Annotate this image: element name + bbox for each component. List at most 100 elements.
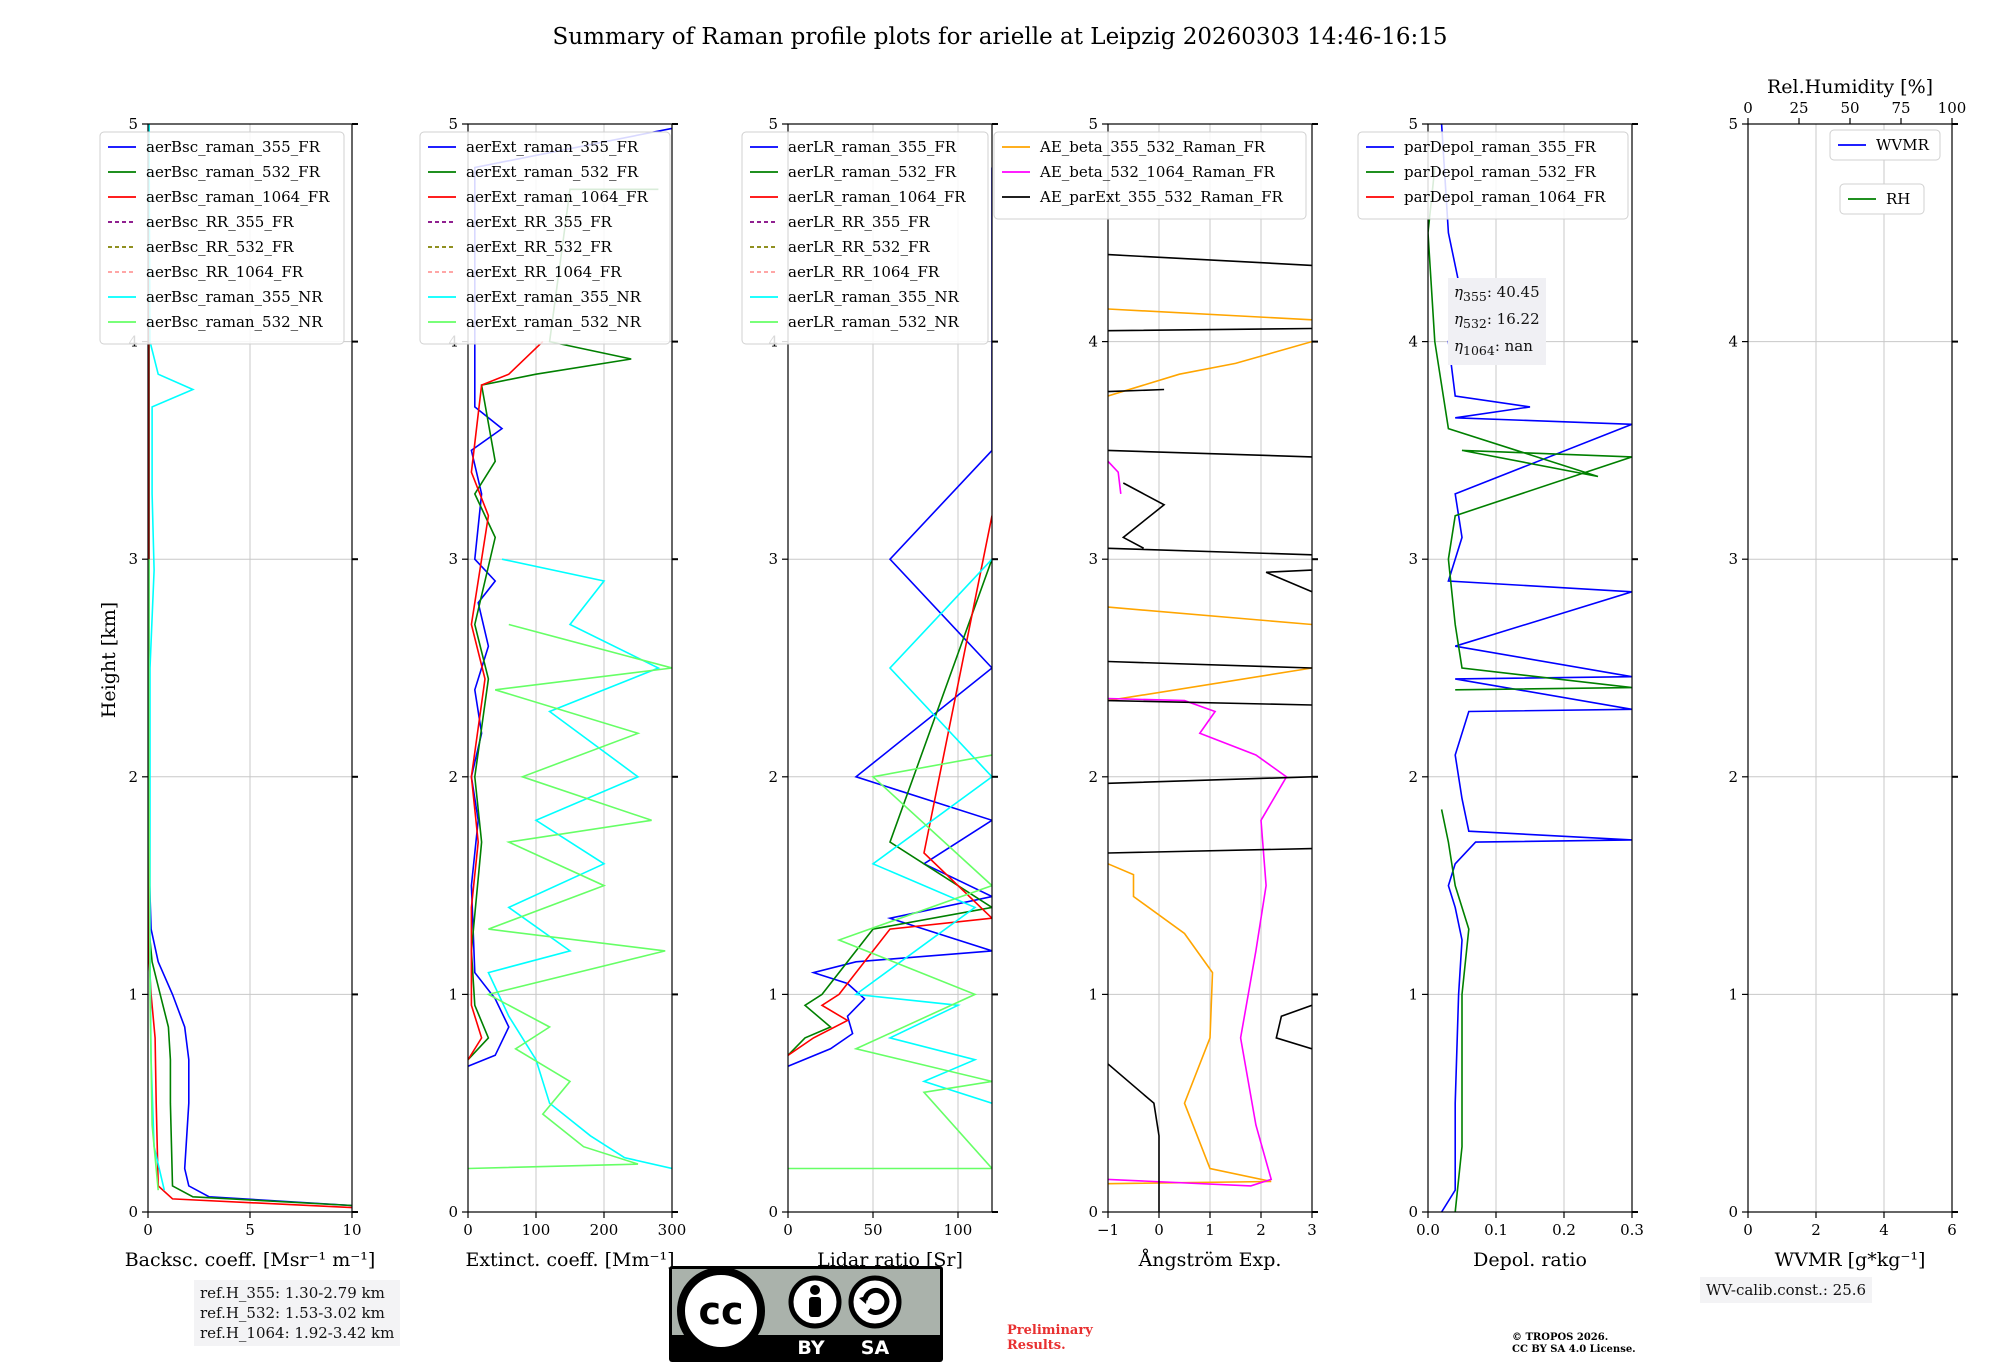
legend-entry: aerLR_RR_1064_FR — [788, 263, 940, 281]
top-tick-label: 75 — [1891, 99, 1910, 117]
legend-entry: AE_beta_532_1064_Raman_FR — [1039, 163, 1275, 181]
y-tick-label: 4 — [1408, 333, 1418, 351]
y-tick-label: 1 — [768, 985, 778, 1003]
x-tick-label: 0 — [463, 1221, 473, 1239]
panel-5: 0.0 0.1 0.2 0.3 0 1 2 3 4 5 Depol. ratio parDepol_r… — [1357, 115, 1644, 1271]
y-tick-label: 1 — [128, 985, 138, 1003]
x-tick-label: 0 — [1743, 1221, 1753, 1239]
y-tick-label: 4 — [1728, 333, 1738, 351]
y-tick-label: 3 — [768, 550, 778, 568]
y-tick-label: 2 — [128, 768, 138, 786]
y-tick-label: 0 — [128, 1203, 138, 1221]
legend-entry: aerLR_raman_355_FR — [788, 138, 957, 156]
ref-height-532: ref.H_532: 1.53-3.02 km — [200, 1304, 385, 1322]
svg-text:cc: cc — [698, 1289, 743, 1333]
legend-entry: aerBsc_raman_532_FR — [146, 163, 321, 181]
x-axis-label: Lidar ratio [Sr] — [817, 1249, 963, 1271]
top-tick-label: 0 — [1743, 99, 1753, 117]
x-tick-label: 0.3 — [1620, 1221, 1644, 1239]
y-tick-label: 5 — [128, 115, 138, 133]
legend-entry: aerLR_raman_532_NR — [788, 313, 959, 331]
axes-frame — [1747, 123, 1953, 1213]
series-AE_beta_355_532_Raman_FR — [1108, 308, 1312, 1185]
ref-height-355: ref.H_355: 1.30-2.79 km — [200, 1284, 385, 1302]
legend-entry: aerLR_RR_532_FR — [788, 238, 930, 256]
x-tick-label: 4 — [1879, 1221, 1889, 1239]
top-axis-label: Rel.Humidity [%] — [1767, 76, 1933, 98]
x-tick-label: 0 — [143, 1221, 153, 1239]
panel-6: 0 2 4 6 0 1 2 3 4 5 WVMR [g*kg⁻¹] 0 25 50 75 100 Rel.Hum… — [1728, 76, 1966, 1271]
y-tick-label: 5 — [1088, 115, 1098, 133]
series-aerLR_raman_355_NR — [853, 558, 992, 1104]
legend-entry: WVMR — [1876, 136, 1930, 154]
legend-entry: aerLR_RR_355_FR — [788, 213, 930, 231]
legend-entry: parDepol_raman_532_FR — [1404, 163, 1597, 181]
series-aerExt_raman_532_NR — [468, 623, 672, 1170]
eta-1064: η1064: nan — [1454, 337, 1533, 358]
legend-entry: aerExt_raman_1064_FR — [466, 188, 648, 206]
top-tick-label: 50 — [1840, 99, 1859, 117]
legend: AE_beta_355_532_Raman_FR AE_beta_532_1064… — [993, 131, 1307, 220]
y-tick-label: 0 — [768, 1203, 778, 1221]
panels: 0510012345Backsc. coeff. [Msr⁻¹ m⁻¹]aerB… — [99, 76, 1966, 1271]
x-axis-label: Depol. ratio — [1473, 1249, 1587, 1271]
series-aerLR_raman_355_FR — [788, 167, 992, 1067]
x-tick-label: 3 — [1307, 1221, 1317, 1239]
series-aerLR_raman_532_NR — [788, 754, 992, 1170]
x-tick-label: 2 — [1811, 1221, 1821, 1239]
legend-entry: RH — [1886, 190, 1910, 208]
legend-entry: aerBsc_RR_1064_FR — [146, 263, 304, 281]
copyright-note: © TROPOS 2026. CC BY SA 4.0 License. — [1512, 1332, 1636, 1355]
legend: aerLR_raman_355_FR aerLR_raman_532_FR aerL… — [741, 131, 989, 345]
legend-entry: aerBsc_raman_355_NR — [146, 288, 323, 306]
x-tick-label: 200 — [590, 1221, 619, 1239]
series-aerLR_raman_532_FR — [788, 558, 992, 1056]
y-tick-label: 3 — [1728, 550, 1738, 568]
x-tick-label: 0 — [1154, 1221, 1164, 1239]
top-tick-label: 100 — [1938, 99, 1967, 117]
legend: aerExt_raman_355_FR aerExt_raman_532_FRae… — [419, 131, 671, 345]
series-parDepol_raman_355_FR — [1440, 124, 1632, 1212]
y-tick-label: 0 — [1088, 1203, 1098, 1221]
y-tick-label: 4 — [1088, 333, 1098, 351]
legend-entry: aerExt_raman_355_NR — [466, 288, 642, 306]
y-tick-label: 3 — [1088, 550, 1098, 568]
x-tick-label: 100 — [944, 1221, 973, 1239]
y-tick-label: 2 — [1728, 768, 1738, 786]
x-axis-label: Ångström Exp. — [1138, 1249, 1282, 1271]
x-axis-label: Extinct. coeff. [Mm⁻¹] — [465, 1249, 674, 1271]
series-aerBsc_raman_1064_FR — [148, 124, 352, 1209]
figure-title: Summary of Raman profile plots for ariel… — [553, 24, 1448, 50]
panel-2: 0100200300012345Extinct. coeff. [Mm⁻¹]ae… — [419, 115, 686, 1271]
panel-3: 050100012345Lidar ratio [Sr]aerLR_raman_… — [741, 115, 998, 1271]
y-tick-label: 3 — [128, 550, 138, 568]
y-tick-label: 1 — [1088, 985, 1098, 1003]
y-tick-label: 5 — [1408, 115, 1418, 133]
axes-frame — [1427, 123, 1633, 1213]
cc-license-badge: cc BY SA — [669, 1266, 943, 1362]
series-aerExt_raman_1064_FR — [468, 341, 544, 1061]
x-tick-label: 2 — [1256, 1221, 1266, 1239]
x-tick-label: 6 — [1947, 1221, 1957, 1239]
y-tick-label: 5 — [448, 115, 458, 133]
legend-entry: aerExt_RR_1064_FR — [466, 263, 622, 281]
x-axis-label: WVMR [g*kg⁻¹] — [1775, 1249, 1926, 1271]
eta-355: η355: 40.45 — [1454, 283, 1540, 304]
series-aerExt_raman_532_FR — [468, 188, 659, 1061]
legend-RH: RH — [1839, 183, 1925, 215]
axes-frame — [467, 123, 673, 1213]
legend-entry: aerBsc_RR_355_FR — [146, 213, 294, 231]
legend-entry: aerExt_RR_532_FR — [466, 238, 613, 256]
legend-entry: aerBsc_raman_355_FR — [146, 138, 321, 156]
legend-entry: aerExt_raman_355_FR — [466, 138, 639, 156]
reference-heights-box: ref.H_355: 1.30-2.79 km ref.H_532: 1.53-… — [194, 1280, 401, 1346]
x-tick-label: 0.2 — [1552, 1221, 1576, 1239]
legend-entry: parDepol_raman_1064_FR — [1404, 188, 1606, 206]
series-AE_parExt_355_532_Raman_FR — [1108, 253, 1312, 1212]
panel-1: 0510012345Backsc. coeff. [Msr⁻¹ m⁻¹]aerB… — [99, 115, 375, 1271]
x-tick-label: 0.0 — [1416, 1221, 1440, 1239]
y-tick-label: 0 — [448, 1203, 458, 1221]
legend-entry: AE_beta_355_532_Raman_FR — [1039, 138, 1266, 156]
